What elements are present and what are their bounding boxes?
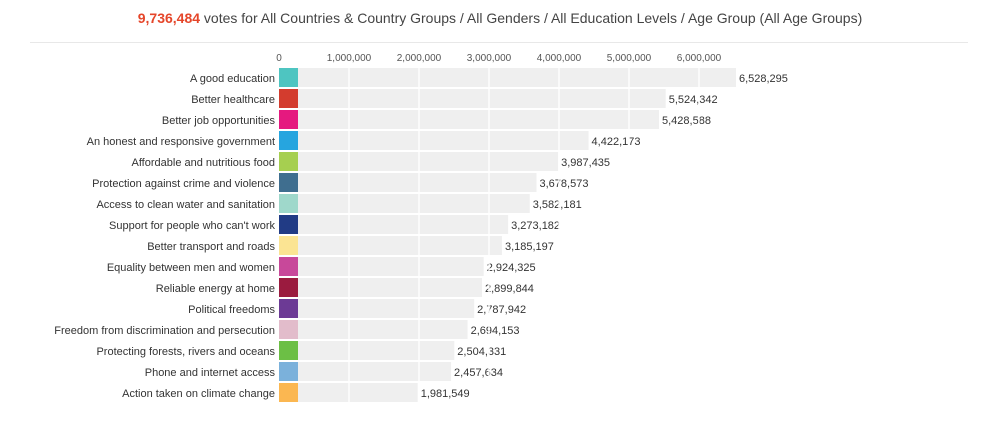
header-description: votes for All Countries & Country Groups…: [203, 10, 863, 26]
category-label-16: Action taken on climate change: [122, 388, 275, 400]
swatch-16: [279, 383, 298, 402]
swatch-11: [279, 278, 298, 297]
category-label-13: Freedom from discrimination and persecut…: [54, 325, 275, 337]
value-label-1: 6,528,295: [739, 73, 788, 85]
category-label-6: Protection against crime and violence: [92, 178, 275, 190]
swatch-13: [279, 320, 298, 339]
category-label-3: Better job opportunities: [162, 115, 276, 127]
bar-9: [279, 236, 502, 255]
category-label-2: Better healthcare: [191, 94, 275, 106]
value-label-3: 5,428,588: [662, 115, 711, 127]
x-tick-label-4: 4,000,000: [537, 53, 582, 64]
swatch-14: [279, 341, 298, 360]
bar-4: [279, 131, 589, 150]
bar-15: [279, 362, 452, 381]
category-label-11: Reliable energy at home: [156, 283, 275, 295]
swatch-6: [279, 173, 298, 192]
swatch-15: [279, 362, 298, 381]
swatch-7: [279, 194, 298, 213]
bar-14: [279, 341, 455, 360]
swatch-10: [279, 257, 298, 276]
value-label-2: 5,524,342: [669, 94, 718, 106]
category-label-12: Political freedoms: [188, 304, 275, 316]
category-label-15: Phone and internet access: [145, 367, 276, 379]
swatch-3: [279, 110, 298, 129]
header-divider: [30, 42, 968, 43]
bar-11: [279, 278, 482, 297]
value-label-14: 2,504,331: [457, 346, 506, 358]
swatch-1: [279, 68, 298, 87]
value-label-8: 3,273,182: [511, 220, 560, 232]
x-tick-label-5: 5,000,000: [607, 53, 652, 64]
bar-7: [279, 194, 530, 213]
x-tick-label-1: 1,000,000: [327, 53, 372, 64]
value-label-7: 3,582,181: [533, 199, 582, 211]
value-label-10: 2,924,325: [487, 262, 536, 274]
value-label-12: 2,787,942: [477, 304, 526, 316]
swatch-5: [279, 152, 298, 171]
bar-1: [279, 68, 736, 87]
total-votes: 9,736,484: [137, 10, 201, 26]
swatch-8: [279, 215, 298, 234]
x-tick-label-6: 6,000,000: [677, 53, 722, 64]
value-label-6: 3,678,573: [540, 178, 589, 190]
value-label-5: 3,987,435: [561, 157, 610, 169]
value-label-16: 1,981,549: [421, 388, 470, 400]
category-label-8: Support for people who can't work: [109, 220, 275, 232]
bar-10: [279, 257, 484, 276]
category-label-1: A good education: [190, 73, 275, 85]
value-label-13: 2,694,153: [471, 325, 520, 337]
bar-6: [279, 173, 537, 192]
bar-13: [279, 320, 468, 339]
value-label-15: 2,457,634: [454, 367, 503, 379]
bar-8: [279, 215, 509, 234]
category-label-10: Equality between men and women: [107, 262, 275, 274]
chart-header: 9,736,484 votes for All Countries & Coun…: [0, 10, 1000, 26]
value-label-9: 3,185,197: [505, 241, 554, 253]
bar-2: [279, 89, 666, 108]
swatch-4: [279, 131, 298, 150]
x-tick-label-0: 0: [276, 53, 282, 64]
value-label-4: 4,422,173: [592, 136, 641, 148]
category-label-14: Protecting forests, rivers and oceans: [96, 346, 275, 358]
category-label-5: Affordable and nutritious food: [131, 157, 275, 169]
bar-3: [279, 110, 660, 129]
category-label-9: Better transport and roads: [147, 241, 275, 253]
category-label-7: Access to clean water and sanitation: [96, 199, 275, 211]
value-label-11: 2,899,844: [485, 283, 534, 295]
x-tick-label-3: 3,000,000: [467, 53, 512, 64]
x-tick-label-2: 2,000,000: [397, 53, 442, 64]
category-label-4: An honest and responsive government: [87, 136, 275, 148]
bar-12: [279, 299, 475, 318]
swatch-9: [279, 236, 298, 255]
swatch-12: [279, 299, 298, 318]
swatch-2: [279, 89, 298, 108]
